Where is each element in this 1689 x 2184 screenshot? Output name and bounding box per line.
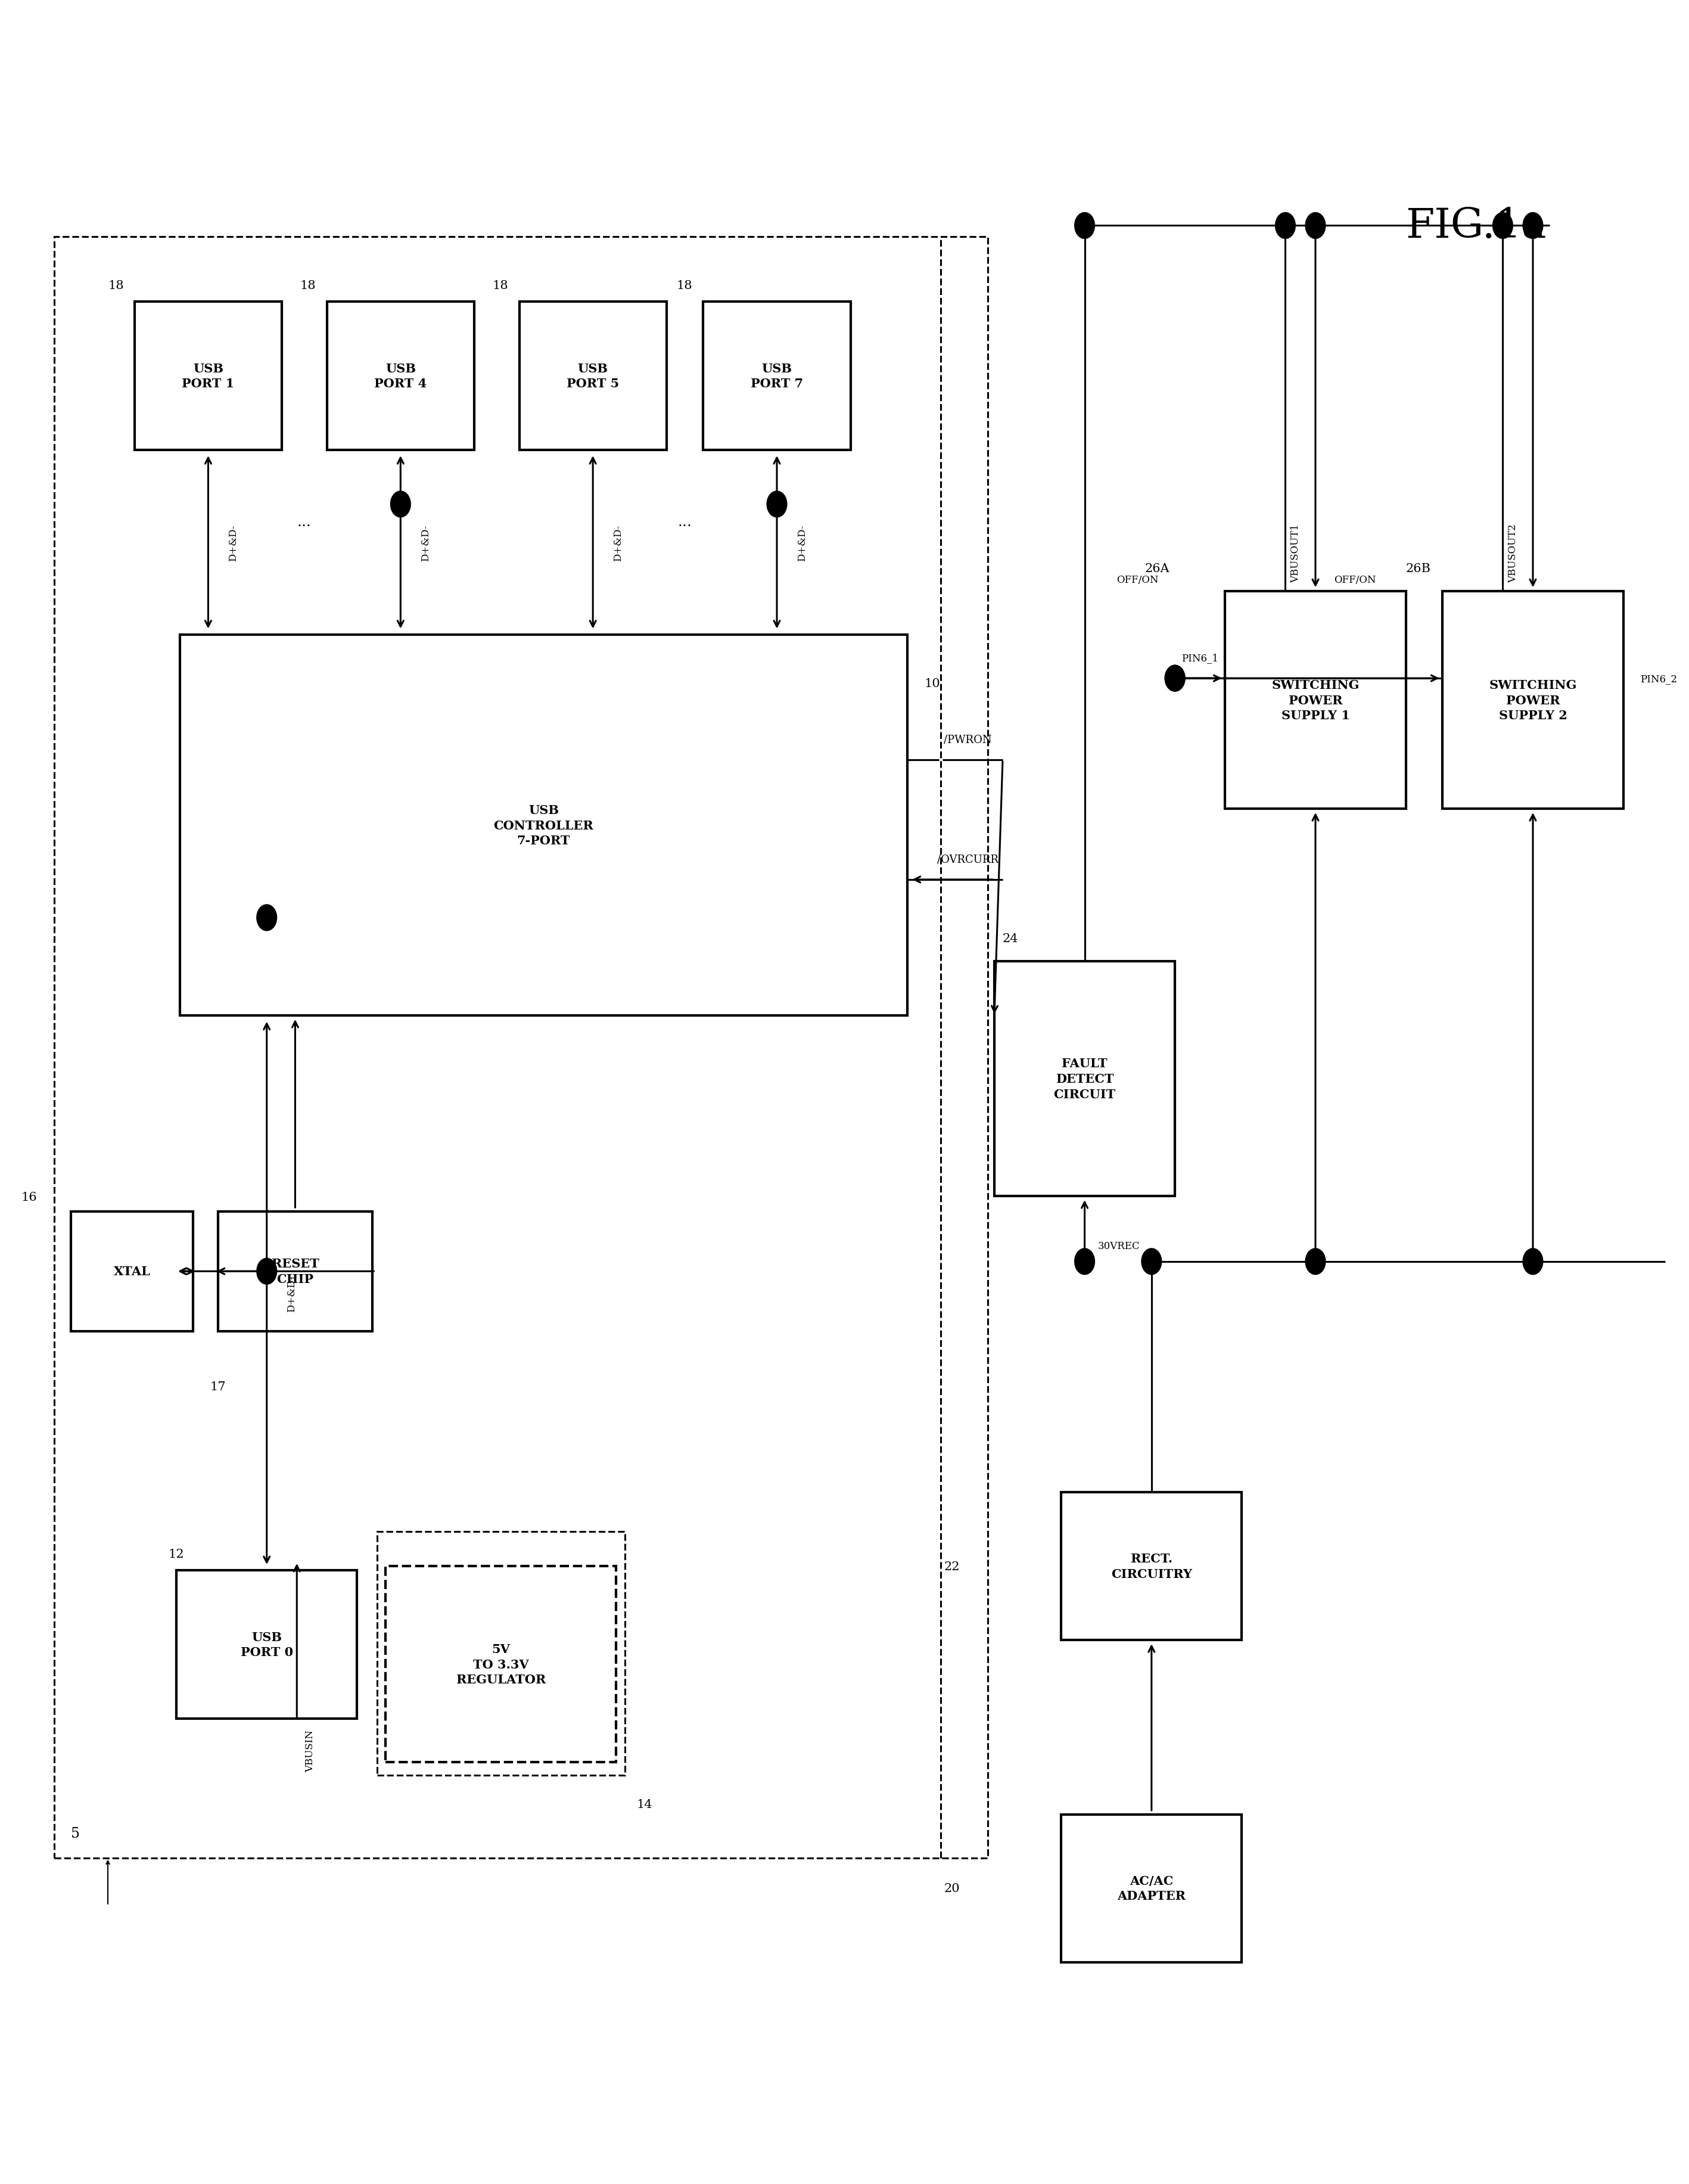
- Text: D+&D-: D+&D-: [421, 524, 431, 561]
- Text: AC/AC
ADAPTER: AC/AC ADAPTER: [1118, 1874, 1186, 1902]
- Text: SWITCHING
POWER
SUPPLY 1: SWITCHING POWER SUPPLY 1: [1272, 679, 1360, 721]
- Bar: [703, 301, 851, 450]
- Text: 26B: 26B: [1405, 563, 1431, 574]
- Text: 18: 18: [108, 280, 123, 290]
- Text: 18: 18: [677, 280, 692, 290]
- Bar: [1061, 1492, 1241, 1640]
- Text: FAULT
DETECT
CIRCUIT: FAULT DETECT CIRCUIT: [1054, 1057, 1116, 1101]
- Text: PIN6_1: PIN6_1: [1182, 653, 1218, 664]
- Text: 18: 18: [493, 280, 508, 290]
- Circle shape: [1165, 666, 1186, 692]
- Text: USB
PORT 1: USB PORT 1: [182, 363, 235, 389]
- Text: VBUSOUT2: VBUSOUT2: [1508, 524, 1518, 583]
- Circle shape: [1165, 666, 1186, 692]
- Text: PIN6_2: PIN6_2: [1640, 673, 1677, 684]
- Bar: [179, 636, 907, 1016]
- Text: USB
PORT 4: USB PORT 4: [375, 363, 427, 389]
- Circle shape: [1306, 1249, 1326, 1275]
- Text: VBUSIN: VBUSIN: [306, 1730, 316, 1771]
- Text: ...: ...: [297, 515, 311, 529]
- Text: 5V
TO 3.3V
REGULATOR: 5V TO 3.3V REGULATOR: [456, 1642, 546, 1686]
- Text: ...: ...: [677, 515, 692, 529]
- Text: 14: 14: [637, 1800, 652, 1811]
- Text: USB
PORT 7: USB PORT 7: [750, 363, 804, 389]
- Text: 22: 22: [944, 1562, 959, 1572]
- Bar: [1225, 592, 1405, 808]
- Bar: [176, 1570, 356, 1719]
- Circle shape: [1142, 1249, 1162, 1275]
- Text: RECT.
CIRCUITRY: RECT. CIRCUITRY: [1111, 1553, 1192, 1579]
- Circle shape: [1523, 1249, 1544, 1275]
- Text: USB
PORT 5: USB PORT 5: [566, 363, 620, 389]
- Text: D+&D-: D+&D-: [797, 524, 807, 561]
- Bar: [71, 1212, 193, 1332]
- Text: 12: 12: [167, 1548, 184, 1559]
- Circle shape: [1074, 1249, 1094, 1275]
- Bar: [1061, 1815, 1241, 1961]
- Bar: [328, 301, 475, 450]
- Text: D+&D-: D+&D-: [228, 524, 238, 561]
- Bar: [135, 301, 282, 450]
- Circle shape: [1523, 214, 1544, 238]
- Text: USB
CONTROLLER
7-PORT: USB CONTROLLER 7-PORT: [493, 804, 593, 847]
- Text: 30VREC: 30VREC: [1098, 1241, 1140, 1251]
- Circle shape: [257, 904, 277, 930]
- Text: /OVRCURR: /OVRCURR: [937, 854, 998, 865]
- Circle shape: [257, 1258, 277, 1284]
- Text: USB
PORT 0: USB PORT 0: [240, 1631, 292, 1658]
- Text: VBUSOUT1: VBUSOUT1: [1290, 524, 1301, 583]
- Bar: [385, 1566, 616, 1762]
- Text: 16: 16: [20, 1192, 37, 1203]
- Circle shape: [1306, 214, 1326, 238]
- Circle shape: [1275, 214, 1295, 238]
- Circle shape: [767, 491, 787, 518]
- Bar: [377, 1531, 625, 1776]
- Circle shape: [1074, 214, 1094, 238]
- Circle shape: [390, 491, 410, 518]
- Text: D+&D-: D+&D-: [613, 524, 623, 561]
- Bar: [995, 961, 1176, 1197]
- Text: /PWRON: /PWRON: [944, 734, 991, 745]
- Text: 20: 20: [944, 1883, 959, 1894]
- Bar: [519, 301, 667, 450]
- Text: FIG.1a: FIG.1a: [1405, 205, 1547, 247]
- Text: 18: 18: [301, 280, 316, 290]
- Text: OFF/ON: OFF/ON: [1334, 574, 1377, 585]
- Text: RESET
CHIP: RESET CHIP: [272, 1258, 319, 1284]
- Circle shape: [1493, 214, 1513, 238]
- Text: XTAL: XTAL: [113, 1265, 150, 1278]
- Text: D+&D-: D+&D-: [287, 1275, 297, 1313]
- Text: 24: 24: [1003, 933, 1018, 943]
- Text: 26A: 26A: [1145, 563, 1170, 574]
- Bar: [218, 1212, 372, 1332]
- Bar: [1442, 592, 1623, 808]
- Text: 10: 10: [924, 679, 941, 690]
- Text: 17: 17: [209, 1380, 226, 1391]
- Text: SWITCHING
POWER
SUPPLY 2: SWITCHING POWER SUPPLY 2: [1490, 679, 1578, 721]
- Text: OFF/ON: OFF/ON: [1116, 574, 1159, 585]
- Text: 5: 5: [71, 1826, 79, 1841]
- Bar: [54, 236, 988, 1859]
